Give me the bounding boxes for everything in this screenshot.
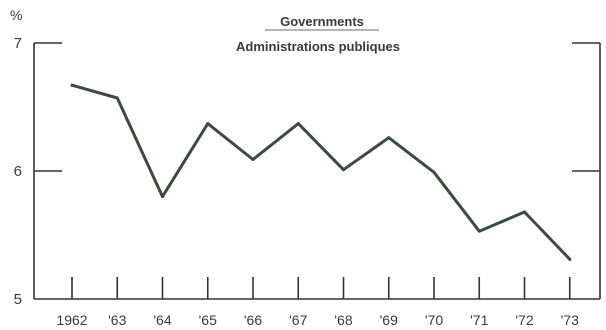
data-point (432, 170, 436, 174)
x-tick-label: '66 (244, 312, 262, 328)
data-point (568, 257, 572, 261)
series-line (70, 83, 572, 261)
x-tick-label: '71 (470, 312, 488, 328)
data-point (296, 122, 300, 126)
y-tick-label: 5 (14, 291, 22, 308)
x-tick-label: '67 (289, 312, 307, 328)
data-point (387, 136, 391, 140)
chart-subtitle: Administrations publiques (236, 39, 400, 54)
x-tick-label: '72 (515, 312, 533, 328)
axes (33, 42, 601, 300)
data-point (251, 157, 255, 161)
x-tick-label: '70 (425, 312, 443, 328)
y-axis-unit-label: % (10, 7, 22, 23)
data-point (523, 210, 526, 214)
data-point (70, 83, 74, 87)
x-tick-labels: 1962 '63 '64 '65 '66 '67 '68 '69 '70 '71 '72 '73 (56, 312, 579, 328)
y-tick-label: 7 (14, 35, 22, 52)
data-point (206, 122, 210, 126)
data-point (161, 195, 164, 199)
y-tick-label: 6 (14, 163, 22, 180)
y-tick-labels: 5 6 7 (14, 35, 22, 308)
x-tick-label: '65 (199, 312, 217, 328)
data-point (115, 96, 119, 100)
x-tick-label: '68 (334, 312, 352, 328)
x-tick-label: '69 (380, 312, 398, 328)
data-point (477, 229, 481, 233)
chart-title: Governments (280, 14, 364, 29)
data-point (342, 168, 345, 172)
series-layer (70, 83, 572, 261)
x-tick-label: '63 (108, 312, 126, 328)
x-tick-label: '64 (153, 312, 171, 328)
x-tick-label: '73 (561, 312, 579, 328)
x-tick-label: 1962 (56, 312, 87, 328)
